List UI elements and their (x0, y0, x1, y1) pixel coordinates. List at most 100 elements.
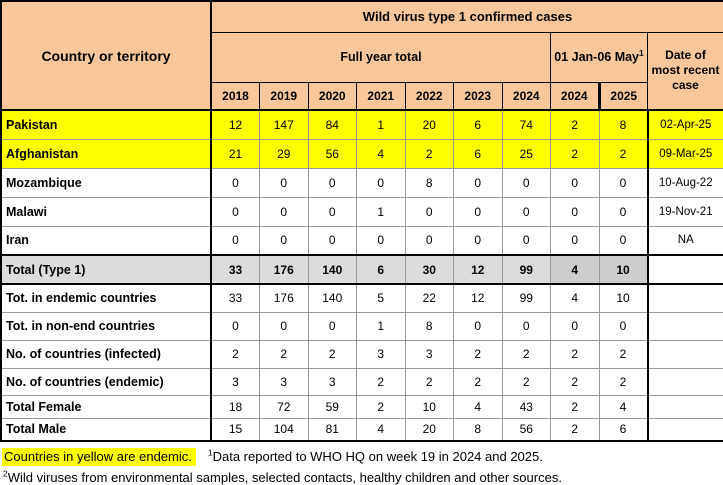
table-cell: 0 (502, 197, 551, 226)
table-cell: 33 (211, 284, 260, 312)
year-col-2024-janmay: 2024 (551, 82, 600, 110)
table-cell: 0 (454, 312, 503, 340)
table-cell: 0 (502, 312, 551, 340)
table-cell: 12 (211, 110, 260, 139)
table-cell: 0 (357, 168, 406, 197)
table-cell: 2 (260, 340, 309, 368)
table-cell: 2 (551, 418, 600, 441)
table-cell: 3 (211, 368, 260, 395)
table-cell: 43 (502, 395, 551, 418)
table-cell: 15 (211, 418, 260, 441)
table-cell: 176 (260, 255, 309, 284)
table-cell: 0 (308, 168, 357, 197)
row-label: Total (Type 1) (1, 255, 211, 284)
table-cell: 0 (405, 226, 454, 255)
footnote-2: 2Wild viruses from environmental samples… (3, 470, 723, 485)
table-cell: 21 (211, 139, 260, 168)
table-cell: 74 (502, 110, 551, 139)
table-cell: 0 (211, 226, 260, 255)
table-cell: 8 (599, 110, 648, 139)
year-col-2021: 2021 (357, 82, 406, 110)
table-cell: 2 (454, 340, 503, 368)
row-label: Tot. in non-end countries (1, 312, 211, 340)
recent-case-date: 10-Aug-22 (648, 168, 723, 197)
table-cell: 12 (454, 255, 503, 284)
jan-may-footnote-ref: 1 (639, 48, 644, 58)
date-column-header: Date of most recent case (648, 32, 723, 110)
row-label: Mozambique (1, 168, 211, 197)
table-cell: 8 (405, 312, 454, 340)
table-cell: 6 (454, 110, 503, 139)
table-cell: 0 (454, 226, 503, 255)
table-cell: 0 (260, 226, 309, 255)
table-cell: 1 (357, 197, 406, 226)
recent-case-date (648, 312, 723, 340)
table-cell: 1 (357, 110, 406, 139)
table-cell: 2 (308, 340, 357, 368)
table-cell: 1 (357, 312, 406, 340)
row-label: Total Male (1, 418, 211, 441)
recent-case-date (648, 418, 723, 441)
table-cell: 0 (454, 168, 503, 197)
row-label: Afghanistan (1, 139, 211, 168)
table-cell: 99 (502, 284, 551, 312)
table-cell: 104 (260, 418, 309, 441)
full-year-group-header: Full year total (211, 32, 551, 82)
table-cell: 4 (357, 418, 406, 441)
table-cell: 99 (502, 255, 551, 284)
table-cell: 6 (599, 418, 648, 441)
table-cell: 2 (405, 368, 454, 395)
table-cell: 2 (551, 368, 600, 395)
recent-case-date (648, 255, 723, 284)
table-cell: 10 (405, 395, 454, 418)
footnotes: Countries in yellow are endemic. 1Data r… (0, 445, 723, 485)
table-cell: 0 (502, 226, 551, 255)
table-cell: 0 (211, 312, 260, 340)
table-cell: 3 (405, 340, 454, 368)
table-cell: 3 (357, 340, 406, 368)
table-cell: 2 (502, 368, 551, 395)
table-cell: 0 (502, 168, 551, 197)
recent-case-date: NA (648, 226, 723, 255)
table-cell: 2 (405, 139, 454, 168)
row-label: Iran (1, 226, 211, 255)
table-cell: 0 (308, 197, 357, 226)
table-cell: 29 (260, 139, 309, 168)
table-cell: 0 (405, 197, 454, 226)
recent-case-date (648, 340, 723, 368)
table-cell: 0 (551, 168, 600, 197)
jan-may-label: 01 Jan-06 May (554, 50, 639, 64)
table-cell: 0 (454, 197, 503, 226)
table-cell: 140 (308, 255, 357, 284)
table-cell: 0 (211, 168, 260, 197)
table-cell: 6 (454, 139, 503, 168)
table-cell: 3 (308, 368, 357, 395)
table-cell: 33 (211, 255, 260, 284)
table-cell: 4 (551, 255, 600, 284)
table-cell: 0 (211, 197, 260, 226)
table-cell: 176 (260, 284, 309, 312)
recent-case-date (648, 395, 723, 418)
table-cell: 140 (308, 284, 357, 312)
table-cell: 56 (308, 139, 357, 168)
table-cell: 0 (599, 312, 648, 340)
table-cell: 4 (454, 395, 503, 418)
recent-case-date (648, 284, 723, 312)
table-cell: 3 (260, 368, 309, 395)
row-label: Malawi (1, 197, 211, 226)
recent-case-date: 09-Mar-25 (648, 139, 723, 168)
table-cell: 4 (551, 284, 600, 312)
table-cell: 2 (454, 368, 503, 395)
table-cell: 5 (357, 284, 406, 312)
recent-case-date (648, 368, 723, 395)
table-cell: 2 (599, 368, 648, 395)
year-col-2018: 2018 (211, 82, 260, 110)
year-col-2025-janmay: 2025 (599, 82, 648, 110)
